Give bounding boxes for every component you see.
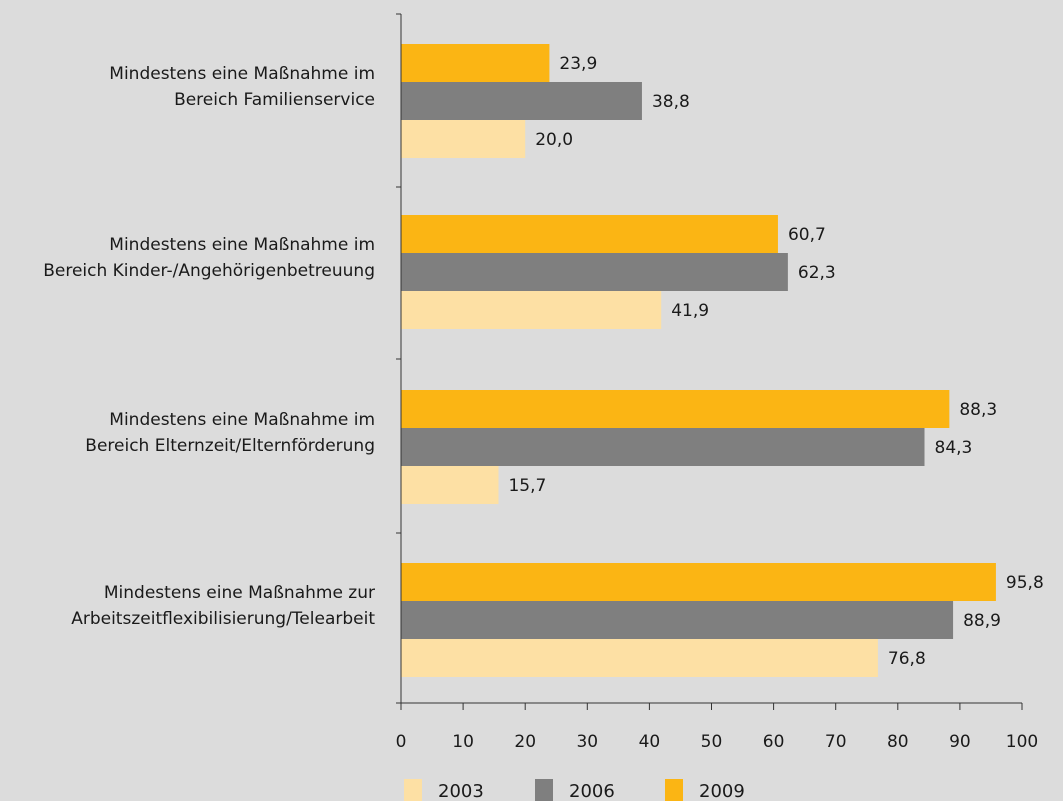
axes: 0 10 20 30 40 50 60 70 80 90 100 <box>396 13 1038 752</box>
category-label-4-line-1: Mindestens eine Maßnahme zur <box>104 583 375 603</box>
data-label-2006-1: 38,8 <box>652 92 690 112</box>
data-label-2003-3: 15,7 <box>508 476 546 496</box>
category-label-1-line-2: Bereich Familienservice <box>174 90 375 110</box>
x-tick-label: 20 <box>514 732 536 752</box>
x-tick-label: 30 <box>576 732 598 752</box>
legend-swatch-2003 <box>404 779 422 801</box>
legend-swatch-2009 <box>665 779 683 801</box>
category-label-3-line-2: Bereich Elternzeit/Elternförderung <box>85 436 375 456</box>
x-tick-label: 100 <box>1006 732 1038 752</box>
bar-2009-3 <box>401 390 950 428</box>
bar-2003-4 <box>401 639 878 677</box>
legend-label-2006: 2006 <box>569 781 615 801</box>
bar-2006-2 <box>401 253 788 291</box>
legend: 2003 2006 2009 <box>404 779 745 801</box>
data-label-2009-3: 88,3 <box>959 400 997 420</box>
x-tick-label: 90 <box>949 732 971 752</box>
data-label-2009-2: 60,7 <box>788 225 826 245</box>
data-label-2003-2: 41,9 <box>671 301 709 321</box>
category-labels: Mindestens eine Maßnahme im Bereich Famil… <box>43 64 375 629</box>
x-tick-label: 0 <box>396 732 407 752</box>
bar-2006-4 <box>401 601 954 639</box>
category-label-1-line-1: Mindestens eine Maßnahme im <box>109 64 375 84</box>
bar-2006-1 <box>401 82 642 120</box>
x-tick-label: 70 <box>825 732 847 752</box>
x-tick-label: 10 <box>452 732 474 752</box>
data-label-2009-1: 23,9 <box>559 54 597 74</box>
legend-swatch-2006 <box>535 779 553 801</box>
data-label-2006-3: 84,3 <box>935 438 973 458</box>
bar-2009-2 <box>401 215 778 253</box>
category-label-2-line-2: Bereich Kinder-/Angehörigenbetreuung <box>43 261 375 281</box>
category-label-3-line-1: Mindestens eine Maßnahme im <box>109 410 375 430</box>
data-label-2003-4: 76,8 <box>888 649 926 669</box>
data-label-2006-2: 62,3 <box>798 263 836 283</box>
bar-2003-3 <box>401 466 499 504</box>
data-label-2006-4: 88,9 <box>963 611 1001 631</box>
legend-label-2009: 2009 <box>699 781 745 801</box>
x-tick-label: 80 <box>887 732 909 752</box>
bar-2009-4 <box>401 563 996 601</box>
legend-label-2003: 2003 <box>438 781 484 801</box>
x-tick-label: 60 <box>763 732 785 752</box>
category-label-2-line-1: Mindestens eine Maßnahme im <box>109 235 375 255</box>
category-label-4-line-2: Arbeitszeitflexibilisierung/Telearbeit <box>71 609 375 629</box>
bar-2003-1 <box>401 120 526 158</box>
bar-2009-1 <box>401 44 550 82</box>
bars-group: 23,9 38,8 20,0 60,7 62,3 41,9 88,3 84,3 15,7 95,8… <box>401 44 1044 677</box>
bar-2006-3 <box>401 428 925 466</box>
data-label-2009-4: 95,8 <box>1006 573 1044 593</box>
data-label-2003-1: 20,0 <box>535 130 573 150</box>
bar-2003-2 <box>401 291 662 329</box>
x-tick-label: 50 <box>701 732 723 752</box>
x-tick-label: 40 <box>639 732 661 752</box>
